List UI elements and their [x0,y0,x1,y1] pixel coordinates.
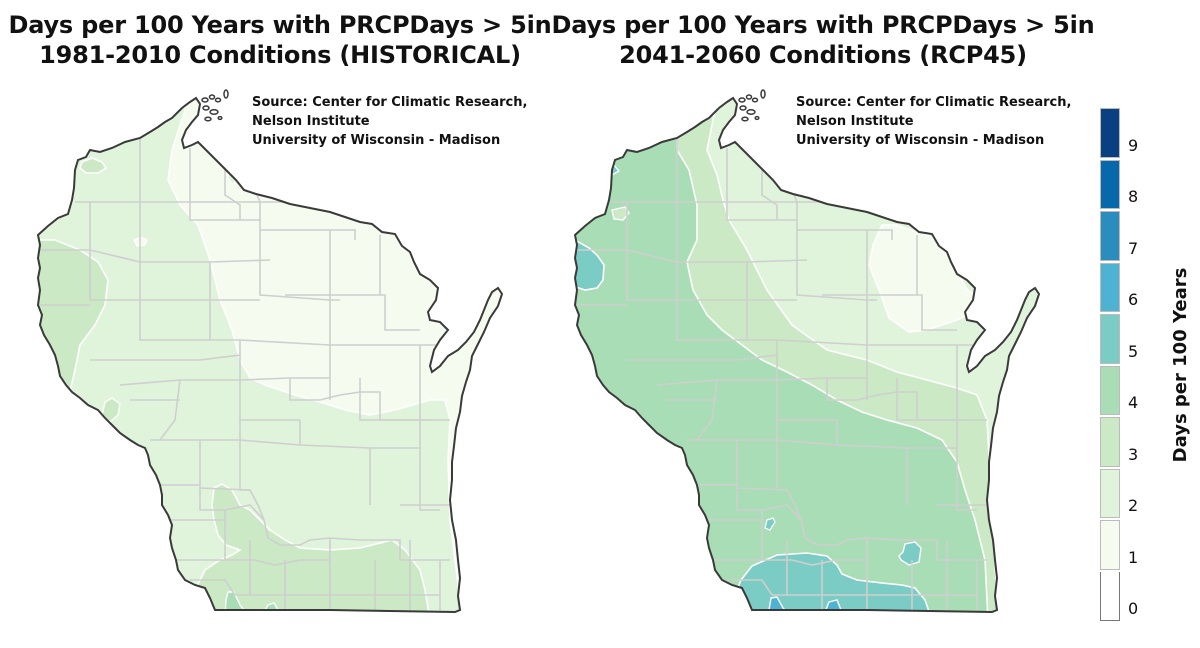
colorbar-bin-3 [1100,417,1120,467]
colorbar-tick-0: 0 [1128,599,1139,618]
colorbar-bin-6 [1100,262,1120,312]
left-source-line1: Source: Center for Climatic Research, [252,95,528,110]
colorbar-tick-5: 5 [1128,341,1139,361]
colorbar-bin-0 [1100,571,1120,621]
colorbar-bin-7 [1100,211,1120,261]
colorbar-bin-1 [1100,520,1120,570]
colorbar-tick-6: 6 [1128,290,1139,309]
right-source-line2: Nelson Institute [796,114,914,129]
right-map-title: Days per 100 Years with PRCPDays > 5in 2… [548,10,1098,70]
map-historical [37,89,503,613]
right-title-line1: Days per 100 Years with PRCPDays > 5in [551,11,1095,39]
colorbar-bin-9 [1100,108,1120,158]
colorbar-label: Days per 100 Years [1170,267,1191,463]
colorbar-bin-8 [1100,159,1120,209]
colorbar-bin-2 [1100,468,1120,518]
colorbar-tick-4: 4 [1128,393,1139,412]
left-source-line2: Nelson Institute [252,114,370,129]
colorbar-tick-2: 2 [1128,496,1139,515]
colorbar-tick-7: 7 [1128,238,1139,258]
colorbar-bin-4 [1100,365,1120,415]
left-title-line1: Days per 100 Years with PRCPDays > 5in [8,11,552,39]
left-map-title: Days per 100 Years with PRCPDays > 5in 1… [0,10,560,70]
left-title-line2: 1981-2010 Conditions (HISTORICAL) [39,41,521,69]
left-source-note: Source: Center for Climatic Research, Ne… [252,93,527,150]
colorbar-tick-3: 3 [1128,444,1139,464]
colorbar-tick-8: 8 [1128,187,1139,206]
right-source-note: Source: Center for Climatic Research, Ne… [796,93,1071,150]
colorbar-tick-9: 9 [1128,135,1139,155]
right-source-line3: University of Wisconsin - Madison [796,133,1045,148]
colorbar-bin-5 [1100,314,1120,364]
right-title-line2: 2041-2060 Conditions (RCP45) [619,41,1027,69]
left-source-line3: University of Wisconsin - Madison [252,133,501,148]
colorbar-tick-1: 1 [1128,547,1139,567]
right-source-line1: Source: Center for Climatic Research, [796,95,1072,110]
map-rcp45 [574,89,1040,613]
